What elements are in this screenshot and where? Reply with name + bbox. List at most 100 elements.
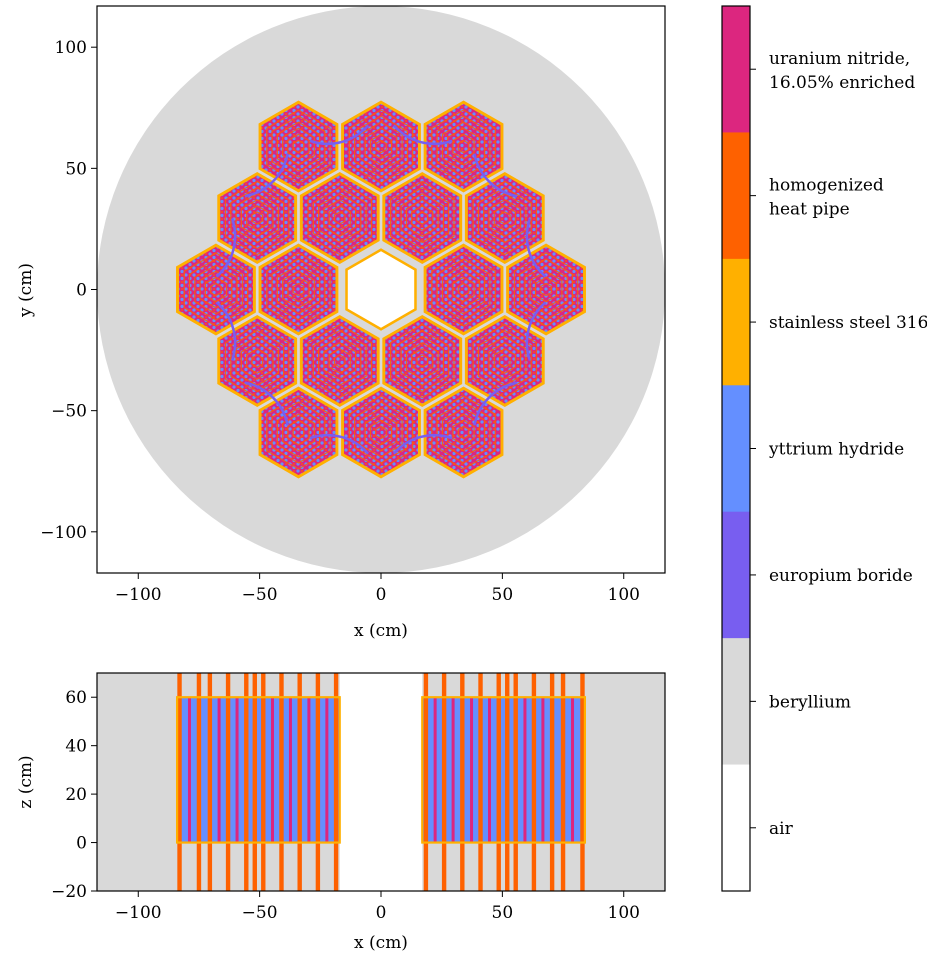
pin-ring xyxy=(493,348,516,374)
pin-ring xyxy=(524,264,568,315)
xz-x-ticks: −100 −50 0 50 100 xyxy=(115,891,640,923)
pin-ring xyxy=(477,186,532,250)
legend-swatch xyxy=(722,258,750,386)
pin-ring xyxy=(183,252,249,327)
pin-ring xyxy=(519,258,574,321)
pin-ring xyxy=(477,329,532,393)
fuel-assembly xyxy=(423,386,504,479)
fuel-assembly xyxy=(382,172,463,265)
heat-pipe xyxy=(513,673,518,891)
pin-ring xyxy=(472,180,538,256)
control-drum-absorber xyxy=(309,433,370,455)
control-drum-absorber xyxy=(473,381,518,426)
x-tick-label: −100 xyxy=(115,903,162,923)
pin-ring xyxy=(348,109,414,184)
pin-ring xyxy=(359,121,403,172)
pin-ring xyxy=(540,282,552,297)
pin-ring xyxy=(224,180,290,256)
pin-ring xyxy=(452,133,475,160)
xy-cross-section-plot: −100 −50 0 50 100 −100 −50 0 50 100 x (cm) y (cm… xyxy=(16,5,666,641)
pin-ring xyxy=(441,407,486,458)
pin-ring xyxy=(411,348,434,374)
pin-ring xyxy=(266,252,331,327)
fuel-assembly xyxy=(423,100,504,193)
pin-ring xyxy=(282,270,315,309)
pin-ring xyxy=(318,192,362,244)
heat-pipe xyxy=(207,673,213,891)
assembly-pin-lattice xyxy=(178,246,253,333)
pin-ring xyxy=(498,211,511,225)
y-tick-label: −50 xyxy=(51,402,87,422)
control-drum-absorber xyxy=(525,301,547,361)
heat-pipe xyxy=(177,673,182,891)
x-tick-label: 100 xyxy=(608,585,640,605)
y-tick-label: −20 xyxy=(51,882,87,902)
heat-pipe xyxy=(460,673,465,891)
pin-ring xyxy=(292,139,305,154)
assembly-pin-lattice xyxy=(261,103,336,190)
control-drum-absorber xyxy=(473,153,518,198)
xy-x-axis-label: x (cm) xyxy=(354,621,408,641)
pin-ring xyxy=(483,335,527,387)
pin-ring xyxy=(282,127,315,166)
fuel-pin xyxy=(217,697,221,843)
fuel-assembly xyxy=(382,314,463,407)
pin-ring xyxy=(436,115,491,178)
pin-ring xyxy=(447,127,480,166)
pin-ring xyxy=(405,199,439,237)
pin-ring xyxy=(493,205,516,231)
assembly-pin-lattice xyxy=(261,389,336,476)
heat-pipe xyxy=(549,673,555,891)
heat-pipe xyxy=(496,673,501,891)
pin-ring xyxy=(488,199,522,237)
fuel-pin xyxy=(433,697,437,843)
fuel-pin xyxy=(270,697,274,843)
fuel-pin xyxy=(523,697,527,843)
assembly-pin-lattice xyxy=(220,175,295,261)
pin-ring xyxy=(246,348,269,374)
heat-pipe xyxy=(333,673,339,891)
heat-pipe xyxy=(423,673,429,891)
pin-ring xyxy=(472,323,538,399)
control-drum-absorber xyxy=(309,124,370,146)
heat-pipe xyxy=(225,673,231,891)
fuel-assembly xyxy=(176,243,256,336)
heat-pipe xyxy=(441,673,447,891)
fuel-pin xyxy=(488,697,492,843)
pin-ring xyxy=(251,211,264,225)
fuel-pin xyxy=(541,697,545,843)
fuel-assembly xyxy=(299,314,380,407)
heat-pipe xyxy=(315,673,321,891)
pin-ring xyxy=(333,354,346,368)
xy-plot-area xyxy=(97,6,665,573)
legend-swatch xyxy=(722,764,750,892)
pin-ring xyxy=(240,342,274,380)
pin-ring xyxy=(436,401,491,464)
fuel-pin xyxy=(451,697,455,843)
x-tick-label: −50 xyxy=(242,585,278,605)
pin-ring xyxy=(375,139,387,154)
assembly-pin-lattice xyxy=(509,246,584,333)
pin-ring xyxy=(369,419,393,446)
assembly-pin-lattice xyxy=(467,175,542,261)
fuel-assembly xyxy=(341,100,421,193)
pin-ring xyxy=(457,139,470,154)
xz-plot-area xyxy=(97,673,665,891)
pin-ring xyxy=(534,276,558,303)
fuel-assembly xyxy=(217,314,298,407)
control-drum-absorber xyxy=(392,433,453,455)
pin-ring xyxy=(266,395,331,470)
assembly-pin-lattice xyxy=(426,246,501,333)
legend-label: heat pipe xyxy=(769,200,850,220)
xy-y-ticks: −100 −50 0 50 100 xyxy=(40,38,97,543)
pin-ring xyxy=(431,109,496,184)
pin-ring xyxy=(323,342,357,380)
legend-label: yttrium hydride xyxy=(768,440,904,460)
legend-swatch xyxy=(722,6,750,133)
pin-ring xyxy=(411,205,434,231)
heat-pipe xyxy=(261,673,266,891)
pin-ring xyxy=(292,425,305,440)
assembly-pin-lattice xyxy=(302,175,377,261)
y-tick-label: −100 xyxy=(40,523,87,543)
xz-cross-section-plot: −100 −50 0 50 100 −20 0 20 40 60 x (cm) z (cm) xyxy=(16,672,666,953)
